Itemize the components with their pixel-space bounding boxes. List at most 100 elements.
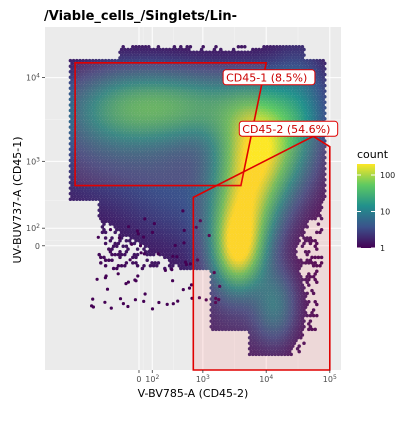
density-point: [126, 47, 130, 52]
density-point: [284, 56, 289, 60]
density-point: [131, 56, 135, 60]
density-point: [321, 81, 325, 85]
density-point: [142, 81, 146, 85]
density-point: [321, 75, 325, 80]
density-point: [241, 58, 245, 63]
density-point: [199, 53, 204, 57]
density-point: [297, 56, 301, 60]
density-point: [191, 56, 196, 60]
density-point: [209, 81, 213, 85]
density-point: [139, 53, 143, 57]
density-point: [257, 64, 261, 68]
density-point: [91, 81, 95, 85]
density-point: [151, 58, 156, 63]
density-point: [153, 67, 157, 71]
density-point: [121, 45, 125, 49]
density-point: [279, 58, 284, 63]
density-point: [127, 72, 132, 77]
density-point: [140, 67, 145, 71]
density-point: [188, 72, 193, 77]
density-point: [283, 47, 287, 52]
density-point: [97, 75, 101, 80]
density-point: [316, 83, 321, 88]
density-point: [289, 58, 293, 63]
density-point: [179, 45, 183, 49]
density-point: [89, 83, 93, 88]
density-point: [195, 78, 199, 82]
density-point: [156, 56, 161, 60]
density-point: [94, 81, 98, 85]
density-point: [212, 64, 217, 68]
density-point: [75, 69, 79, 74]
density-point: [180, 75, 185, 80]
density-point: [206, 81, 210, 85]
density-point: [315, 75, 319, 80]
density-point: [175, 56, 180, 60]
density-point: [127, 83, 132, 88]
density-point: [228, 53, 233, 57]
density-point: [201, 83, 205, 88]
density-point: [142, 64, 146, 68]
density-point: [195, 72, 199, 77]
density-point: [193, 53, 197, 57]
density-point: [219, 81, 223, 85]
density-point: [111, 78, 116, 82]
density-point: [81, 197, 85, 201]
density-point: [198, 67, 202, 71]
density-point: [118, 72, 122, 77]
density-point: [249, 50, 253, 55]
density-point: [156, 72, 161, 77]
density-point: [251, 58, 255, 63]
density-point: [147, 45, 151, 49]
density-point: [239, 56, 244, 60]
density-point: [123, 64, 127, 68]
density-point: [87, 75, 92, 80]
density-point: [102, 78, 106, 82]
density-point: [171, 64, 175, 68]
density-point: [169, 56, 173, 60]
density-point: [281, 56, 285, 60]
density-point: [209, 58, 213, 63]
density-point: [92, 83, 97, 88]
density-point: [95, 72, 100, 77]
density-point: [108, 222, 113, 226]
density-point: [187, 81, 191, 85]
density-point: [68, 75, 73, 80]
density-point: [302, 53, 306, 57]
density-point: [110, 58, 114, 63]
density-point: [95, 78, 100, 82]
density-point: [247, 53, 252, 57]
density-point: [310, 61, 314, 66]
density-point: [68, 69, 73, 74]
density-point: [207, 78, 212, 82]
density-point: [297, 45, 301, 49]
density-point: [323, 72, 327, 77]
density-point: [121, 72, 125, 77]
density-point: [124, 78, 129, 82]
density-point: [116, 69, 121, 74]
density-point: [76, 78, 81, 82]
density-point: [111, 72, 116, 77]
density-point: [127, 50, 132, 55]
density-point: [262, 56, 266, 60]
density-point: [255, 50, 260, 55]
density-point: [94, 75, 98, 80]
density-point: [225, 53, 229, 57]
density-point: [244, 64, 249, 68]
density-point: [83, 67, 87, 71]
density-point: [132, 81, 137, 85]
density-point: [182, 56, 186, 60]
density-point: [84, 81, 89, 85]
density-point: [203, 69, 207, 74]
density-point: [294, 61, 298, 66]
density-point: [129, 81, 133, 85]
density-point: [166, 78, 170, 82]
density-point: [94, 58, 98, 63]
density-point: [155, 64, 159, 68]
density-point: [119, 69, 124, 74]
density-point: [273, 64, 277, 68]
density-point: [99, 72, 103, 77]
density-point: [135, 58, 140, 63]
density-point: [313, 61, 317, 66]
density-point: [132, 75, 137, 80]
